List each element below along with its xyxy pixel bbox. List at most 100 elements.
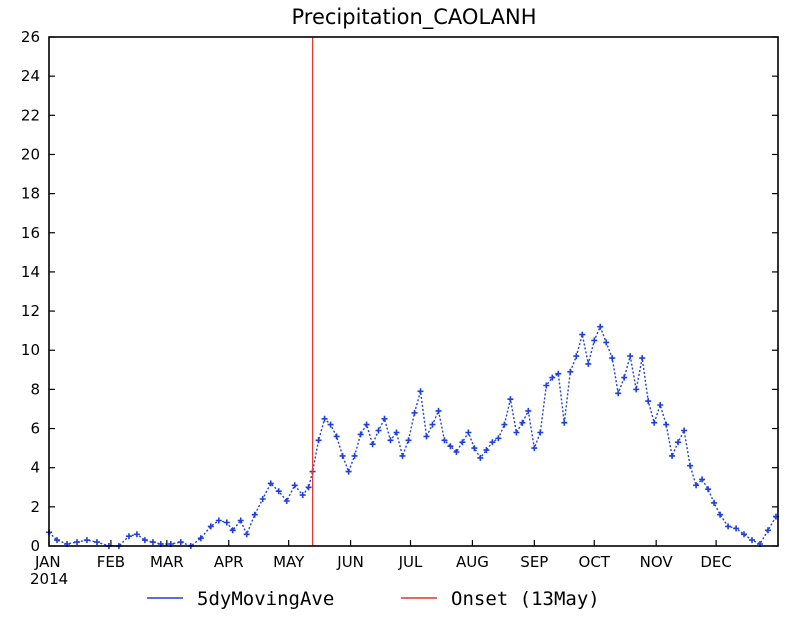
data-point-marker — [489, 439, 496, 446]
data-point-marker — [275, 488, 282, 495]
data-point-marker — [483, 447, 490, 454]
data-point-marker — [125, 533, 132, 540]
data-point-marker — [411, 409, 418, 416]
data-point-marker — [699, 476, 706, 483]
data-point-marker — [749, 537, 755, 544]
x-tick-label: APR — [214, 553, 244, 571]
data-point-marker — [669, 452, 676, 459]
data-point-marker — [133, 531, 140, 538]
data-point-marker — [615, 390, 622, 397]
x-tick-label: JAN — [34, 553, 61, 571]
y-tick-label: 2 — [30, 498, 40, 516]
data-point-marker — [561, 419, 568, 426]
data-point-marker — [299, 492, 306, 499]
data-point-marker — [513, 429, 520, 436]
data-point-marker — [591, 337, 598, 344]
legend-label-moving-average: 5dyMovingAve — [197, 588, 334, 610]
data-point-marker — [765, 527, 771, 534]
data-point-marker — [733, 525, 740, 532]
data-point-marker — [333, 433, 340, 440]
y-tick-label: 16 — [21, 224, 40, 242]
data-point-marker — [663, 421, 670, 428]
y-tick-label: 8 — [30, 380, 40, 398]
data-point-marker — [657, 402, 664, 408]
data-point-marker — [339, 452, 346, 459]
data-point-marker — [197, 535, 204, 542]
data-point-marker — [495, 435, 502, 442]
data-point-marker — [453, 449, 460, 455]
data-point-marker — [633, 386, 640, 393]
y-tick-label: 20 — [21, 145, 40, 163]
data-point-marker — [501, 421, 508, 428]
data-point-marker — [74, 539, 80, 546]
data-point-marker — [597, 323, 604, 330]
series-line-moving-average — [48, 324, 777, 547]
data-point-marker — [363, 421, 370, 428]
x-tick-label: FEB — [97, 553, 125, 571]
data-point-marker — [603, 339, 610, 346]
data-point-marker — [393, 429, 400, 436]
x-tick-label: MAY — [273, 553, 305, 571]
data-point-marker — [283, 498, 290, 504]
data-point-marker — [429, 421, 436, 428]
y-tick-label: 24 — [21, 67, 40, 85]
data-point-marker — [387, 437, 394, 444]
x-tick-label: SEP — [520, 553, 548, 571]
data-point-marker — [259, 496, 266, 502]
data-point-marker — [525, 407, 532, 414]
plot-marks — [46, 37, 779, 549]
data-point-marker — [651, 419, 658, 426]
data-point-marker — [305, 484, 312, 491]
data-point-marker — [423, 433, 430, 440]
data-point-marker — [519, 419, 526, 426]
data-point-marker — [621, 374, 628, 381]
data-point-marker — [567, 368, 574, 375]
data-point-marker — [83, 537, 90, 544]
data-point-marker — [405, 437, 412, 444]
x-tick-label: NOV — [640, 553, 674, 571]
data-point-marker — [693, 482, 700, 489]
y-tick-label: 4 — [30, 459, 40, 477]
data-point-marker — [725, 523, 732, 530]
y-tick-label: 26 — [21, 28, 40, 46]
data-point-marker — [507, 396, 514, 403]
data-point-marker — [447, 443, 454, 450]
data-point-marker — [357, 431, 364, 438]
data-point-marker — [177, 539, 184, 546]
data-point-marker — [471, 445, 478, 452]
data-point-marker — [149, 539, 156, 546]
y-tick-label: 6 — [30, 420, 40, 438]
data-point-marker — [93, 539, 100, 546]
data-point-marker — [141, 537, 148, 544]
data-point-marker — [441, 437, 448, 444]
data-point-marker — [291, 482, 298, 489]
data-point-marker — [681, 427, 688, 434]
data-point-marker — [229, 527, 236, 534]
data-point-marker — [243, 531, 250, 538]
data-point-marker — [399, 452, 406, 459]
x-tick-label: JUN — [336, 553, 364, 571]
data-point-marker — [315, 437, 322, 444]
data-point-marker — [555, 370, 562, 377]
data-point-marker — [549, 374, 556, 381]
data-point-marker — [345, 468, 352, 475]
x-tick-label: DEC — [700, 553, 732, 571]
data-point-marker — [459, 439, 466, 446]
y-tick-label: 14 — [21, 263, 40, 281]
data-point-marker — [579, 331, 586, 338]
x-tick-label: AUG — [456, 553, 489, 571]
data-point-marker — [627, 353, 634, 360]
y-tick-label: 10 — [21, 341, 40, 359]
x-tick-label: JUL — [398, 553, 423, 571]
data-point-marker — [609, 355, 616, 362]
data-point-marker — [267, 480, 274, 487]
data-point-marker — [531, 445, 538, 452]
data-point-marker — [585, 360, 592, 367]
data-point-marker — [237, 517, 244, 524]
data-point-marker — [741, 531, 747, 538]
data-point-marker — [417, 388, 424, 395]
legend-label-onset: Onset (13May) — [451, 588, 600, 610]
data-point-marker — [639, 355, 646, 362]
